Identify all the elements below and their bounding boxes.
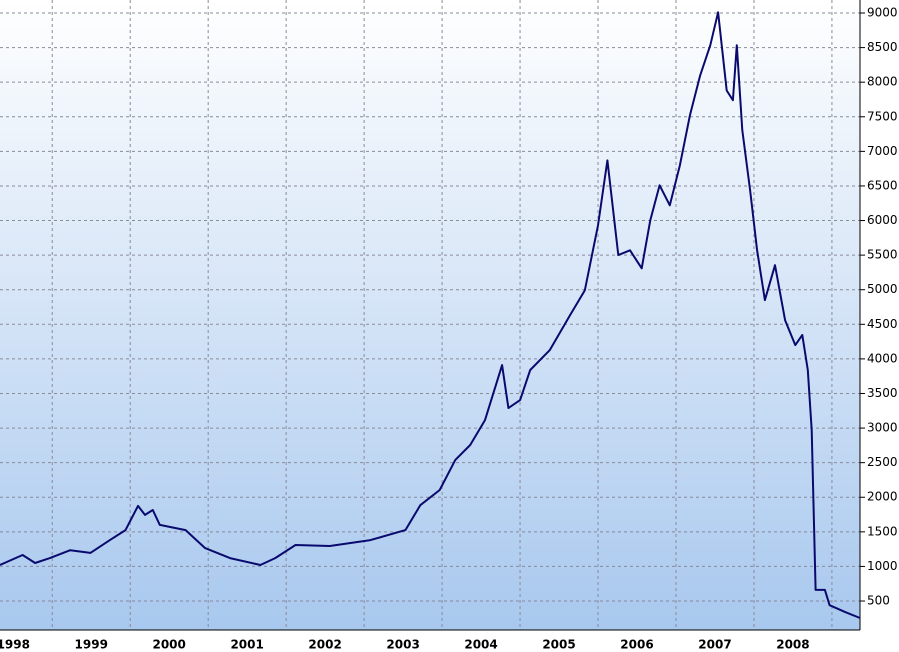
y-tick-label: 6500 (867, 178, 898, 192)
y-tick-label: 2500 (867, 455, 898, 469)
y-tick-label: 4000 (867, 351, 898, 365)
y-tick-label: 8500 (867, 40, 898, 54)
x-tick-label: 2005 (542, 638, 575, 652)
x-tick-label: 2006 (620, 638, 653, 652)
x-tick-label: 2001 (230, 638, 263, 652)
y-tick-label: 8000 (867, 75, 898, 89)
x-tick-label: 2002 (308, 638, 341, 652)
y-tick-label: 5000 (867, 282, 898, 296)
x-tick-label: 1998 (0, 638, 30, 652)
x-tick-label: 2007 (698, 638, 731, 652)
line-series (0, 11, 861, 619)
y-tick-label: 7500 (867, 109, 898, 123)
y-tick-label: 7000 (867, 144, 898, 158)
y-tick-label: 2000 (867, 490, 898, 504)
y-tick-label: 3000 (867, 421, 898, 435)
plot-area (0, 0, 860, 630)
y-tick-label: 1500 (867, 524, 898, 538)
y-tick-label: 6000 (867, 213, 898, 227)
y-tick-label: 4500 (867, 317, 898, 331)
x-tick-label: 2000 (152, 638, 185, 652)
y-tick-label: 9000 (867, 6, 898, 20)
y-tick-label: 500 (867, 594, 890, 608)
x-tick-label: 2003 (386, 638, 419, 652)
y-tick-label: 1000 (867, 559, 898, 573)
y-tick-label: 3500 (867, 386, 898, 400)
x-tick-label: 2004 (464, 638, 497, 652)
x-tick-label: 1999 (75, 638, 108, 652)
y-tick-label: 5500 (867, 248, 898, 262)
x-tick-label: 2008 (776, 638, 809, 652)
